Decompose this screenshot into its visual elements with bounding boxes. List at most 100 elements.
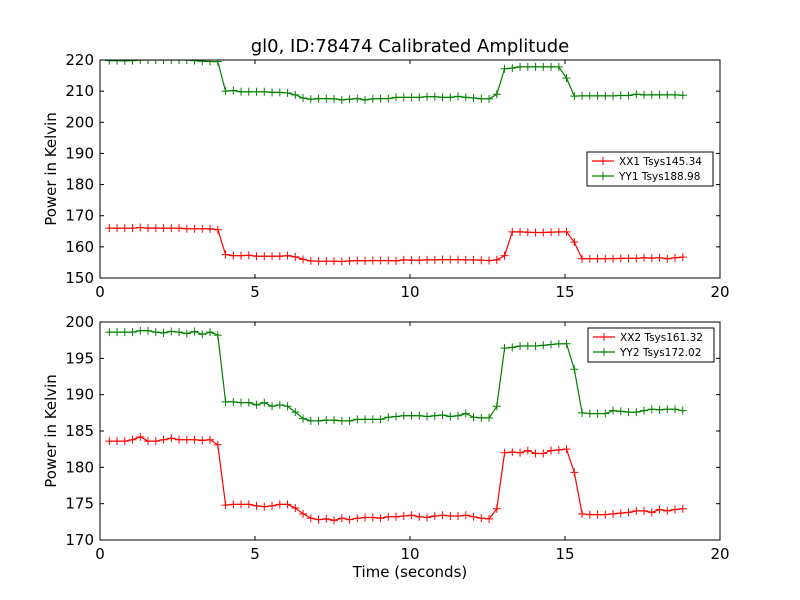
y-tick-label: 180 bbox=[65, 176, 94, 194]
x-axis-label: Time (seconds) bbox=[352, 563, 468, 581]
legend-swatch-marker bbox=[600, 348, 608, 356]
data-point bbox=[105, 60, 114, 65]
data-point bbox=[361, 95, 370, 104]
data-point bbox=[663, 90, 672, 99]
data-point bbox=[562, 339, 571, 348]
y-tick-label: 200 bbox=[65, 113, 94, 131]
plot-area bbox=[105, 326, 687, 525]
legend-swatch-marker bbox=[599, 172, 607, 180]
data-point bbox=[136, 223, 145, 232]
y-tick-label: 185 bbox=[65, 422, 94, 440]
data-point bbox=[136, 60, 145, 64]
data-point bbox=[105, 328, 114, 337]
data-point bbox=[415, 411, 424, 420]
data-point bbox=[268, 501, 277, 510]
data-point bbox=[244, 251, 253, 260]
data-point bbox=[640, 253, 649, 262]
data-point bbox=[469, 93, 478, 102]
data-point bbox=[353, 256, 362, 265]
data-point bbox=[461, 511, 470, 520]
plot-area bbox=[105, 60, 687, 266]
data-point bbox=[128, 224, 137, 233]
data-point bbox=[159, 435, 168, 444]
data-point bbox=[585, 409, 594, 418]
data-point bbox=[578, 408, 587, 417]
data-point bbox=[237, 500, 246, 509]
x-tick-label: 10 bbox=[400, 283, 419, 301]
data-point bbox=[407, 93, 416, 102]
data-point bbox=[616, 509, 625, 518]
data-point bbox=[198, 60, 207, 66]
y-tick-label: 175 bbox=[65, 495, 94, 513]
data-point bbox=[423, 513, 432, 522]
data-point bbox=[221, 87, 230, 96]
data-point bbox=[438, 93, 447, 102]
data-point bbox=[554, 339, 563, 348]
legend-entry: YY1 Tsys188.98 bbox=[618, 171, 700, 183]
data-point bbox=[182, 435, 191, 444]
data-point bbox=[105, 437, 114, 446]
data-point bbox=[237, 251, 246, 260]
data-point bbox=[182, 329, 191, 338]
data-point bbox=[322, 257, 331, 266]
data-point bbox=[206, 328, 215, 337]
data-point bbox=[244, 87, 253, 96]
data-point bbox=[423, 412, 432, 421]
data-point bbox=[516, 341, 525, 350]
data-point bbox=[306, 256, 315, 265]
legend: XX1 Tsys145.34 YY1 Tsys188.98 bbox=[586, 151, 714, 187]
data-point bbox=[423, 255, 432, 264]
data-point bbox=[291, 90, 300, 99]
x-tick-label: 5 bbox=[250, 545, 260, 563]
data-point bbox=[322, 514, 331, 523]
data-point bbox=[198, 436, 207, 445]
data-point bbox=[616, 91, 625, 100]
data-point bbox=[190, 224, 199, 233]
data-point bbox=[469, 255, 478, 264]
data-point bbox=[461, 93, 470, 102]
data-point bbox=[376, 94, 385, 103]
data-point bbox=[492, 90, 501, 99]
data-point bbox=[291, 504, 300, 513]
data-point bbox=[345, 256, 354, 265]
data-point bbox=[151, 328, 160, 337]
data-point bbox=[175, 224, 184, 233]
data-point bbox=[167, 60, 176, 64]
data-point bbox=[461, 255, 470, 264]
data-point bbox=[562, 227, 571, 236]
data-point bbox=[624, 91, 633, 100]
data-point bbox=[221, 397, 230, 406]
data-point bbox=[252, 87, 261, 96]
data-point bbox=[299, 93, 308, 102]
y-tick-label: 170 bbox=[65, 531, 94, 549]
data-point bbox=[446, 512, 455, 521]
data-point bbox=[283, 500, 292, 509]
data-point bbox=[663, 506, 672, 515]
data-point bbox=[392, 256, 401, 265]
data-point bbox=[616, 407, 625, 416]
data-point bbox=[477, 514, 486, 523]
data-point bbox=[601, 409, 610, 418]
data-point bbox=[430, 411, 439, 420]
data-point bbox=[190, 60, 199, 65]
legend: XX2 Tsys161.32 YY2 Tsys172.02 bbox=[587, 327, 715, 363]
x-tick-label: 0 bbox=[95, 545, 105, 563]
data-point bbox=[120, 224, 129, 233]
data-point bbox=[446, 93, 455, 102]
data-point bbox=[632, 506, 641, 515]
data-point bbox=[252, 400, 261, 409]
data-point bbox=[655, 405, 664, 414]
data-point bbox=[368, 256, 377, 265]
y-tick-label: 150 bbox=[65, 269, 94, 287]
data-point bbox=[671, 505, 680, 514]
data-point bbox=[547, 446, 556, 455]
data-point bbox=[151, 437, 160, 446]
data-point bbox=[601, 91, 610, 100]
data-point bbox=[260, 252, 269, 261]
data-point bbox=[438, 411, 447, 420]
data-point bbox=[275, 400, 284, 409]
data-point bbox=[361, 256, 370, 265]
data-point bbox=[144, 326, 153, 335]
y-tick-label: 180 bbox=[65, 458, 94, 476]
